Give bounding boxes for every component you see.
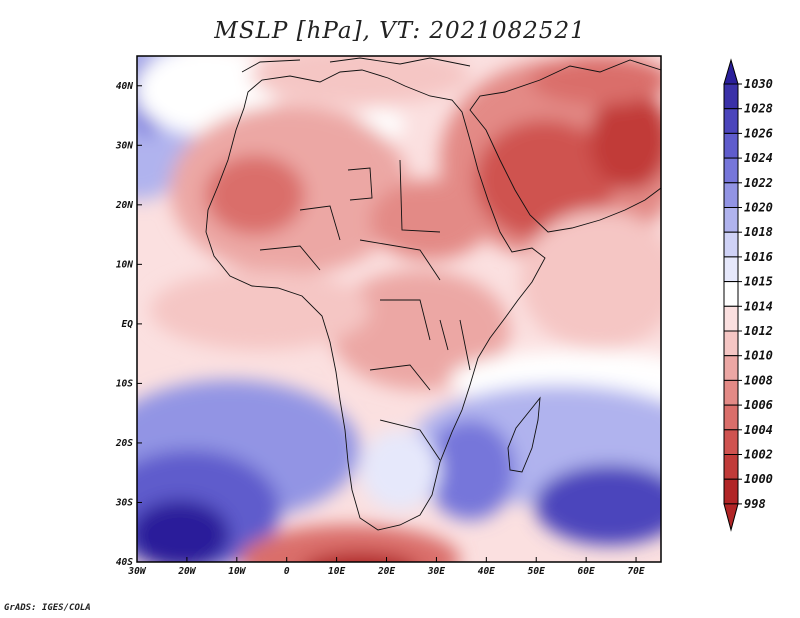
colorbar-swatch bbox=[723, 256, 739, 283]
colorbar-swatch bbox=[723, 429, 739, 455]
field-blob bbox=[240, 525, 460, 562]
x-tick-label: 20E bbox=[377, 566, 395, 577]
colorbar: 1030 1028 1026 1024 1022 1020 1018 1016 1015 1014… bbox=[723, 58, 773, 532]
pressure-field bbox=[137, 56, 661, 562]
africa-outline bbox=[205, 57, 661, 531]
field-blob bbox=[250, 56, 470, 105]
y-tick-label: 20S bbox=[115, 438, 133, 449]
y-tick-label: EQ bbox=[122, 319, 134, 330]
colorbar-swatch bbox=[723, 182, 739, 209]
y-tick-label: 40S bbox=[116, 557, 133, 568]
x-tick-label: 30W bbox=[127, 566, 146, 577]
y-tick-label: 30N bbox=[115, 140, 133, 151]
field-blob bbox=[520, 210, 661, 350]
colorbar-swatch bbox=[723, 132, 739, 159]
colorbar-swatch bbox=[723, 305, 739, 332]
field-blob bbox=[590, 90, 661, 190]
colorbar-label: 1014 bbox=[744, 299, 773, 313]
x-tick-label: 20W bbox=[177, 566, 196, 577]
field-blob bbox=[205, 155, 305, 235]
x-tick-label: 40E bbox=[478, 566, 495, 577]
field-blob bbox=[360, 430, 440, 510]
colorbar-label: 1018 bbox=[744, 225, 773, 239]
colorbar-swatch bbox=[723, 281, 739, 307]
y-tick-label: 10N bbox=[116, 259, 133, 270]
colorbar-label: 1024 bbox=[744, 151, 773, 165]
colorbar-swatch bbox=[723, 108, 739, 134]
field-blob bbox=[425, 420, 515, 520]
colorbar-label: 1006 bbox=[744, 398, 773, 412]
colorbar-swatch bbox=[723, 404, 739, 431]
colorbar-swatch bbox=[723, 231, 739, 258]
x-axis: 30W 20W 10W 0 10E 20E 30E 40E 50E 60E 70E bbox=[127, 557, 645, 577]
x-tick-label: 50E bbox=[528, 566, 545, 577]
field-blob bbox=[530, 56, 661, 105]
y-tick-label: 30S bbox=[115, 497, 133, 508]
colorbar-swatch bbox=[723, 157, 739, 184]
colorbar-label: 1000 bbox=[744, 472, 773, 486]
colorbar-label: 1020 bbox=[744, 201, 773, 215]
colorbar-label: 1008 bbox=[744, 373, 773, 387]
colorbar-swatch bbox=[723, 478, 739, 505]
map-frame bbox=[136, 55, 662, 563]
x-tick-label: 30E bbox=[427, 566, 445, 577]
colorbar-label: 1028 bbox=[744, 102, 773, 116]
field-blob bbox=[308, 552, 412, 562]
chart-title: MSLP [hPa], VT: 2021082521 bbox=[214, 18, 586, 44]
field-blob bbox=[150, 270, 370, 350]
colorbar-label: 1016 bbox=[744, 250, 773, 264]
colorbar-swatch bbox=[723, 454, 739, 480]
colorbar-label: 1004 bbox=[744, 423, 773, 437]
colorbar-label: 1022 bbox=[744, 176, 773, 190]
colorbar-label: 1030 bbox=[744, 77, 773, 91]
field-blob bbox=[137, 500, 230, 562]
colorbar-swatch bbox=[723, 83, 739, 110]
colorbar-label: 1002 bbox=[744, 448, 773, 462]
colorbar-label: 1026 bbox=[744, 126, 773, 140]
x-tick-label: 10W bbox=[228, 566, 246, 577]
colorbar-label: 998 bbox=[744, 497, 766, 511]
x-tick-label: 60E bbox=[578, 566, 595, 577]
field-blob bbox=[475, 120, 615, 240]
colorbar-label: 1010 bbox=[744, 349, 773, 363]
colorbar-label: 1012 bbox=[744, 324, 773, 338]
field-blob bbox=[535, 465, 661, 545]
credit-text: GrADS: IGES/COLA bbox=[4, 603, 91, 613]
x-tick-label: 10E bbox=[328, 566, 345, 577]
colorbar-label: 1015 bbox=[744, 275, 773, 289]
x-tick-label: 0 bbox=[284, 566, 290, 577]
colorbar-swatch bbox=[723, 379, 739, 406]
y-tick-label: 20N bbox=[115, 200, 133, 211]
y-tick-label: 40N bbox=[116, 81, 133, 92]
colorbar-top-arrow bbox=[723, 58, 739, 85]
colorbar-swatch bbox=[723, 330, 739, 357]
colorbar-swatch bbox=[723, 207, 739, 233]
colorbar-bottom-arrow bbox=[723, 503, 739, 532]
x-tick-label: 70E bbox=[627, 566, 644, 577]
y-tick-label: 10S bbox=[116, 378, 133, 389]
colorbar-swatch bbox=[723, 355, 739, 381]
y-axis: 40N 30N 20N 10N EQ 10S 20S 30S 40S bbox=[115, 81, 142, 568]
field-blob bbox=[330, 270, 510, 390]
